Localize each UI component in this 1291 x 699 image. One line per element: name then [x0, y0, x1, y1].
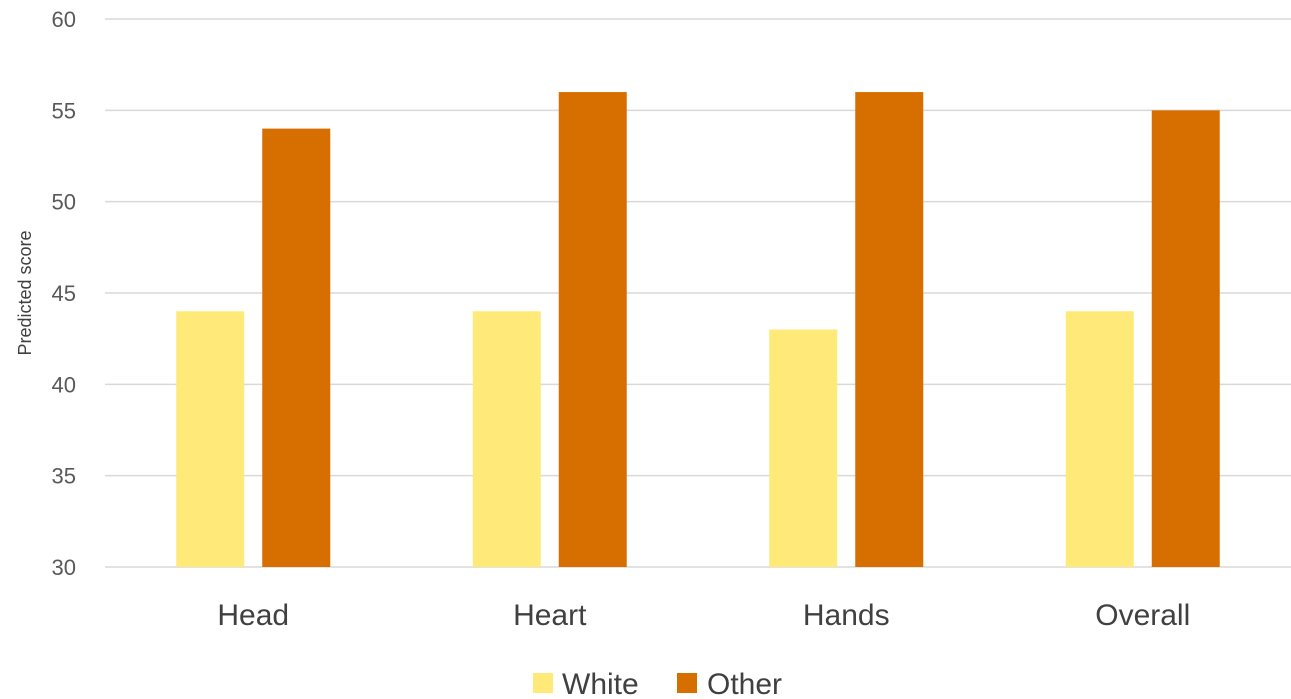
y-tick-label: 45	[52, 281, 76, 306]
y-axis-tick-labels: 30 35 40 45 50 55 60	[52, 7, 76, 580]
y-tick-label: 55	[52, 98, 76, 123]
legend-swatch-white	[533, 673, 553, 693]
bar-other-overall	[1151, 110, 1220, 567]
bar-white-heart	[472, 311, 541, 567]
bar-white-hands	[769, 329, 838, 567]
y-axis-title: Predicted score	[15, 230, 35, 355]
y-tick-label: 30	[52, 555, 76, 580]
bar-other-heart	[558, 92, 627, 568]
x-axis-category-labels: Head Heart Hands Overall	[217, 599, 1190, 632]
x-category-label: Hands	[803, 599, 890, 632]
y-tick-label: 60	[52, 7, 76, 32]
legend-swatch-other	[677, 673, 697, 693]
y-tick-label: 40	[52, 372, 76, 397]
bars	[176, 92, 1220, 568]
x-category-label: Head	[217, 599, 289, 632]
bar-white-head	[176, 311, 245, 567]
bar-other-hands	[855, 92, 924, 568]
legend-label-other: Other	[707, 668, 782, 699]
bar-other-head	[262, 128, 331, 567]
legend: White Other	[533, 668, 782, 699]
y-tick-label: 35	[52, 464, 76, 489]
x-category-label: Heart	[513, 599, 587, 632]
bar-white-overall	[1065, 311, 1134, 567]
legend-label-white: White	[562, 668, 639, 699]
x-category-label: Overall	[1095, 599, 1190, 632]
y-tick-label: 50	[52, 190, 76, 215]
